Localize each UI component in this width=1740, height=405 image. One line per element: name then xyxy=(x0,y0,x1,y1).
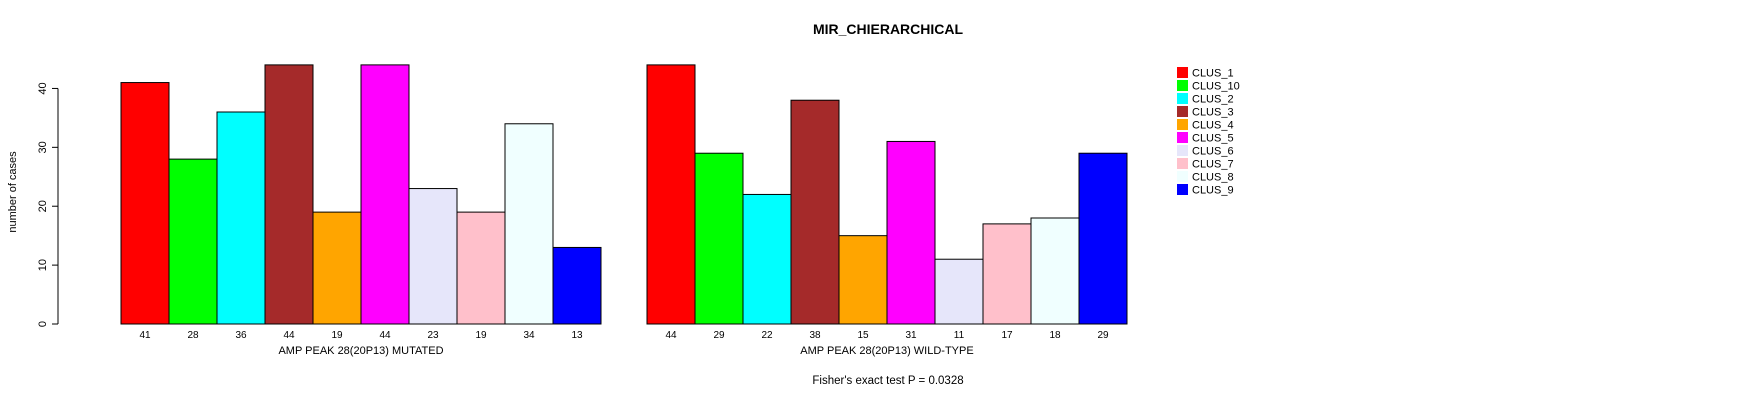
bar-count-label: 38 xyxy=(809,330,821,341)
bar-count-label: 13 xyxy=(571,330,583,341)
legend-swatch xyxy=(1177,93,1188,104)
bar xyxy=(742,193,792,325)
bar xyxy=(694,152,744,325)
bar-count-label: 36 xyxy=(235,330,247,341)
bar xyxy=(1030,217,1080,325)
y-axis-label: number of cases xyxy=(7,151,19,233)
legend-label: CLUS_4 xyxy=(1192,120,1234,132)
bar-count-label: 44 xyxy=(283,330,295,341)
chart-panels: 41 28 36 44 19 44 23 19 34 13 AMP PEAK 28(20P13) M… xyxy=(120,64,1128,357)
x-axis-label: AMP PEAK 28(20P13) WILD-TYPE xyxy=(800,345,973,357)
bar-count-label: 15 xyxy=(857,330,869,341)
bar xyxy=(360,64,410,325)
bar-count-label: 29 xyxy=(1097,330,1109,341)
bar-count-label: 44 xyxy=(665,330,677,341)
bar-count-label: 19 xyxy=(331,330,343,341)
panel-wild-type: 44 29 22 38 15 31 11 17 18 29 AMP PEAK 28(20P13) W… xyxy=(646,64,1128,357)
legend-swatch xyxy=(1177,106,1188,117)
bar xyxy=(120,82,170,325)
legend: CLUS_1CLUS_10CLUS_2CLUS_3CLUS_4CLUS_5CLU… xyxy=(1177,67,1240,197)
legend-swatch xyxy=(1177,184,1188,195)
bar xyxy=(456,211,506,325)
legend-label: CLUS_10 xyxy=(1192,81,1240,93)
bar xyxy=(264,64,314,325)
legend-swatch xyxy=(1177,171,1188,182)
y-tick-label: 30 xyxy=(37,141,49,153)
bar-count-label: 31 xyxy=(905,330,917,341)
fisher-test-label: Fisher's exact test P = 0.0328 xyxy=(812,375,963,387)
y-axis: 0 10 20 30 40 xyxy=(37,82,59,327)
bar-count-label: 19 xyxy=(475,330,487,341)
legend-label: CLUS_7 xyxy=(1192,159,1234,171)
y-tick-label: 40 xyxy=(37,82,49,94)
bar xyxy=(886,140,936,325)
bar xyxy=(982,223,1032,325)
y-tick-label: 0 xyxy=(37,321,49,327)
bar-count-label: 29 xyxy=(713,330,725,341)
legend-swatch xyxy=(1177,132,1188,143)
bar xyxy=(934,258,984,325)
panel-mutated: 41 28 36 44 19 44 23 19 34 13 AMP PEAK 28(20P13) M… xyxy=(120,64,602,357)
bar xyxy=(646,64,696,325)
bar-count-label: 34 xyxy=(523,330,535,341)
legend-label: CLUS_1 xyxy=(1192,68,1234,80)
bar-count-label: 18 xyxy=(1049,330,1061,341)
y-tick-label: 10 xyxy=(37,259,49,271)
legend-label: CLUS_6 xyxy=(1192,146,1234,158)
legend-label: CLUS_8 xyxy=(1192,172,1234,184)
bar xyxy=(552,246,602,325)
bar xyxy=(168,158,218,325)
bar-count-label: 41 xyxy=(139,330,151,341)
legend-swatch xyxy=(1177,158,1188,169)
bar-count-label: 28 xyxy=(187,330,199,341)
bar xyxy=(1078,152,1128,325)
bar xyxy=(504,123,554,325)
legend-label: CLUS_5 xyxy=(1192,133,1234,145)
legend-swatch xyxy=(1177,145,1188,156)
bar xyxy=(312,211,362,325)
y-tick-label: 20 xyxy=(37,200,49,212)
bar xyxy=(408,188,458,325)
bar-count-label: 11 xyxy=(954,330,965,341)
bar-count-label: 23 xyxy=(427,330,439,341)
x-axis-label: AMP PEAK 28(20P13) MUTATED xyxy=(278,345,443,357)
legend-swatch xyxy=(1177,80,1188,91)
legend-swatch xyxy=(1177,119,1188,130)
bar-count-label: 17 xyxy=(1001,330,1013,341)
legend-label: CLUS_9 xyxy=(1192,185,1234,197)
legend-label: CLUS_3 xyxy=(1192,107,1234,119)
chart-title: MIR_CHIERARCHICAL xyxy=(813,21,964,37)
bar-count-label: 44 xyxy=(379,330,391,341)
bar-count-label: 22 xyxy=(761,330,773,341)
legend-swatch xyxy=(1177,67,1188,78)
bar xyxy=(216,111,266,325)
bar xyxy=(838,235,888,325)
legend-label: CLUS_2 xyxy=(1192,94,1234,106)
bar xyxy=(790,99,840,325)
